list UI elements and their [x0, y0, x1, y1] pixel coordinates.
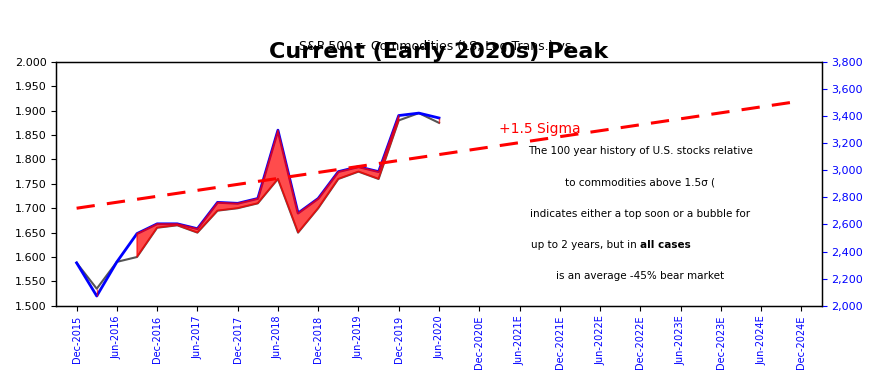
Text: up to 2 years, but in: up to 2 years, but in: [531, 240, 639, 250]
Text: +1.5 Sigma: +1.5 Sigma: [499, 122, 581, 136]
Text: indicates either a top soon or a bubble for: indicates either a top soon or a bubble …: [530, 209, 750, 218]
Text: is an average -45% bear market: is an average -45% bear market: [556, 271, 724, 281]
Text: to commodities above 1.5σ (: to commodities above 1.5σ (: [565, 177, 715, 187]
Text: The 100 year history of U.S. stocks relative: The 100 year history of U.S. stocks rela…: [527, 146, 752, 156]
Text: S&P 500 ÷ Commodities (LS, Log Trans.) vs.: S&P 500 ÷ Commodities (LS, Log Trans.) v…: [298, 40, 579, 53]
Text: all cases: all cases: [639, 240, 690, 250]
Title: Current (Early 2020s) Peak: Current (Early 2020s) Peak: [269, 42, 608, 62]
